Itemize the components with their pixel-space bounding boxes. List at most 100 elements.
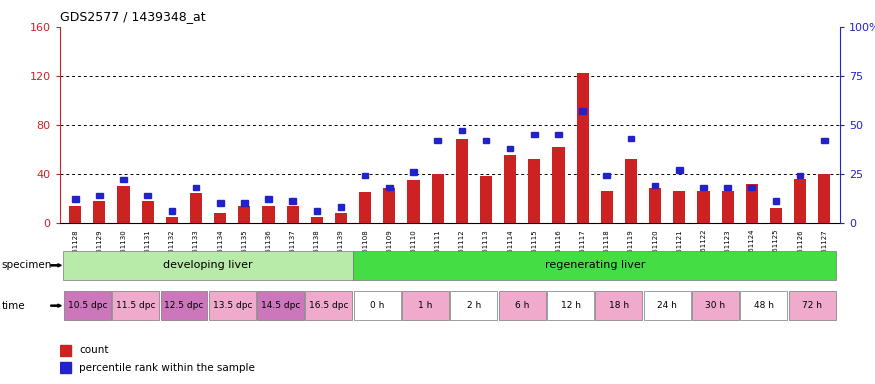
Text: 16.5 dpc: 16.5 dpc xyxy=(309,301,348,310)
Text: time: time xyxy=(2,301,25,311)
Bar xyxy=(627,136,634,141)
Text: 13.5 dpc: 13.5 dpc xyxy=(213,301,252,310)
Bar xyxy=(644,291,690,321)
Bar xyxy=(120,177,127,182)
Text: 48 h: 48 h xyxy=(754,301,774,310)
Bar xyxy=(192,185,200,190)
Bar xyxy=(724,185,731,190)
Text: 2 h: 2 h xyxy=(466,301,481,310)
Text: 18 h: 18 h xyxy=(609,301,629,310)
Bar xyxy=(722,191,733,223)
Text: 72 h: 72 h xyxy=(802,301,822,310)
Bar xyxy=(483,138,489,143)
Text: 10.5 dpc: 10.5 dpc xyxy=(67,301,107,310)
Bar xyxy=(362,173,368,179)
Bar xyxy=(410,169,416,175)
Bar xyxy=(746,184,758,223)
Bar xyxy=(383,189,396,223)
Bar xyxy=(431,174,444,223)
Bar xyxy=(528,159,541,223)
Bar xyxy=(117,186,130,223)
Bar xyxy=(166,217,178,223)
Bar xyxy=(313,208,320,214)
Bar xyxy=(547,291,594,321)
Text: specimen: specimen xyxy=(2,260,52,270)
Bar xyxy=(257,291,304,321)
Bar xyxy=(451,291,497,321)
Bar xyxy=(265,197,272,202)
Text: count: count xyxy=(80,345,108,356)
Bar xyxy=(673,191,685,223)
Bar xyxy=(408,180,419,223)
Bar xyxy=(60,345,71,356)
Text: GDS2577 / 1439348_at: GDS2577 / 1439348_at xyxy=(60,10,205,23)
Bar xyxy=(652,183,659,188)
Bar xyxy=(94,201,105,223)
Bar xyxy=(60,362,71,373)
Bar xyxy=(112,291,159,321)
Bar xyxy=(262,205,275,223)
Bar xyxy=(596,291,642,321)
Bar xyxy=(552,147,564,223)
Bar xyxy=(700,185,707,190)
Bar xyxy=(676,167,682,172)
Bar xyxy=(209,291,256,321)
Bar xyxy=(456,139,468,223)
Bar xyxy=(818,174,830,223)
Bar xyxy=(305,291,353,321)
Bar xyxy=(386,185,393,190)
Bar xyxy=(359,192,371,223)
Bar xyxy=(458,128,466,133)
Bar xyxy=(480,176,492,223)
Bar xyxy=(160,291,207,321)
Bar xyxy=(499,291,546,321)
Bar xyxy=(354,291,401,321)
Bar xyxy=(290,199,296,204)
Bar xyxy=(748,185,755,190)
Text: 1 h: 1 h xyxy=(418,301,433,310)
Bar xyxy=(96,192,102,198)
Bar xyxy=(697,191,710,223)
Bar xyxy=(555,132,562,137)
Bar xyxy=(797,173,803,179)
Text: 0 h: 0 h xyxy=(370,301,384,310)
Text: developing liver: developing liver xyxy=(164,260,253,270)
Bar xyxy=(507,146,514,151)
Bar xyxy=(531,132,537,137)
Bar xyxy=(649,189,662,223)
Bar xyxy=(214,213,227,223)
Bar xyxy=(821,138,828,143)
Text: 14.5 dpc: 14.5 dpc xyxy=(261,301,300,310)
Bar xyxy=(238,205,250,223)
Bar xyxy=(311,217,323,223)
Bar xyxy=(604,173,610,179)
Bar xyxy=(354,250,836,280)
Bar xyxy=(142,201,154,223)
Bar xyxy=(338,204,345,210)
Bar xyxy=(770,208,782,223)
Bar xyxy=(577,73,589,223)
Text: percentile rank within the sample: percentile rank within the sample xyxy=(80,362,256,373)
Text: 12 h: 12 h xyxy=(561,301,581,310)
Bar xyxy=(788,291,836,321)
Bar xyxy=(144,192,151,198)
Text: 24 h: 24 h xyxy=(657,301,677,310)
Bar xyxy=(287,205,298,223)
Bar xyxy=(402,291,449,321)
Bar xyxy=(773,199,780,204)
Bar xyxy=(63,250,354,280)
Bar xyxy=(64,291,111,321)
Bar xyxy=(69,205,81,223)
Bar xyxy=(740,291,788,321)
Bar xyxy=(601,191,612,223)
Text: regenerating liver: regenerating liver xyxy=(544,260,645,270)
Bar xyxy=(217,200,223,206)
Bar xyxy=(434,138,441,143)
Bar xyxy=(794,179,806,223)
Bar xyxy=(504,156,516,223)
Bar xyxy=(579,108,586,114)
Bar xyxy=(169,208,175,214)
Text: 6 h: 6 h xyxy=(515,301,529,310)
Bar xyxy=(241,200,248,206)
Text: 30 h: 30 h xyxy=(705,301,725,310)
